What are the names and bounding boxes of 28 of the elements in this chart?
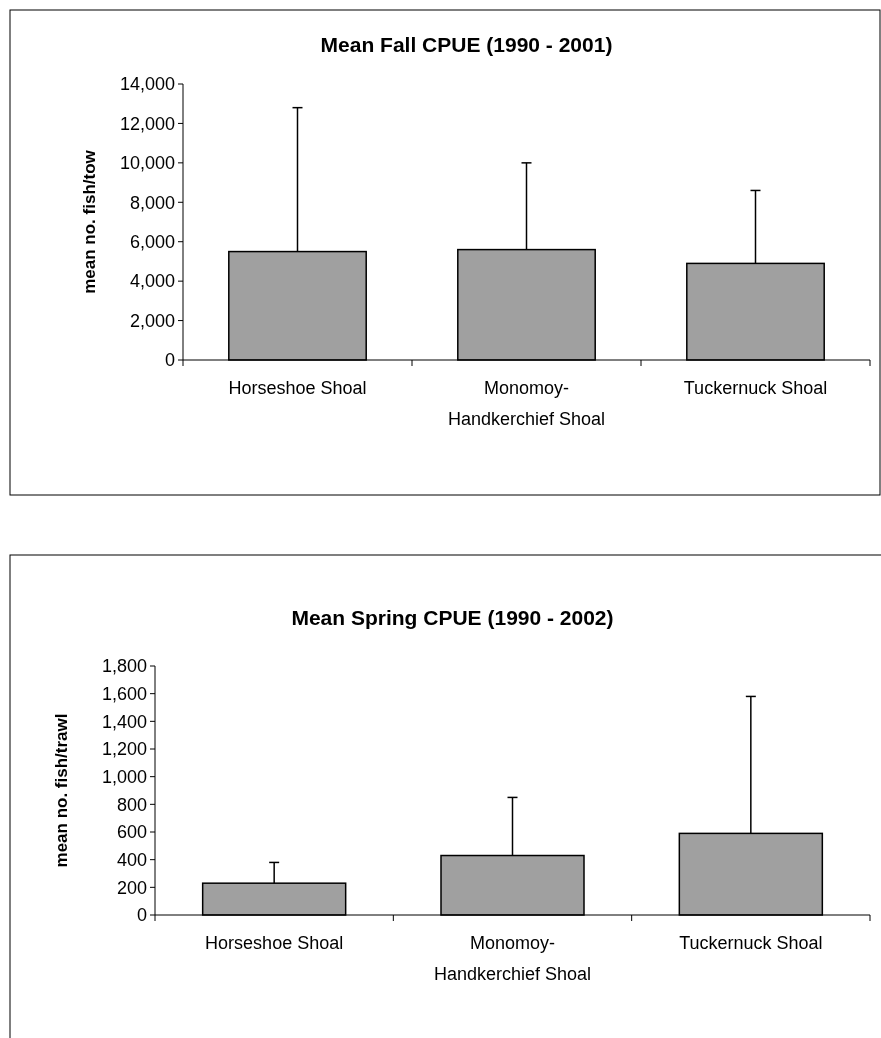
x-tick-label: Horseshoe Shoal: [205, 933, 344, 953]
chart-title: Mean Fall CPUE (1990 - 2001): [320, 33, 613, 56]
y-tick-label: 12,000: [119, 113, 175, 134]
y-tick-label: 14,000: [119, 74, 175, 95]
y-tick-label: 10,000: [119, 153, 175, 174]
y-tick-label: 0: [136, 905, 147, 926]
y-tick-label: 6,000: [129, 232, 175, 253]
y-tick-label: 1,800: [101, 656, 147, 677]
y-tick-label: 8,000: [129, 192, 175, 213]
y-tick-label: 4,000: [129, 271, 175, 292]
y-tick-label: 200: [116, 877, 147, 898]
y-tick-label: 400: [116, 849, 147, 870]
x-tick-label: Tuckernuck Shoal: [679, 933, 823, 953]
x-tick-label: Monomoy-Handkerchief Shoal: [433, 933, 592, 984]
y-axis-title: mean no. fish/tow: [80, 149, 99, 294]
x-tick-label: Monomoy-Handkerchief Shoal: [447, 378, 606, 429]
x-tick-label: Tuckernuck Shoal: [683, 378, 828, 398]
y-tick-label: 2,000: [129, 310, 175, 331]
y-tick-label: 600: [116, 822, 147, 843]
y-axis-title: mean no. fish/trawl: [52, 713, 71, 868]
y-tick-label: 1,400: [101, 711, 147, 732]
y-tick-label: 0: [164, 350, 175, 371]
x-tick-label: Horseshoe Shoal: [228, 378, 367, 398]
y-tick-label: 1,000: [101, 766, 147, 787]
chart-title: Mean Spring CPUE (1990 - 2002): [291, 606, 614, 629]
y-tick-label: 1,600: [101, 683, 147, 704]
y-tick-label: 1,200: [101, 739, 147, 760]
y-tick-label: 800: [116, 794, 147, 815]
